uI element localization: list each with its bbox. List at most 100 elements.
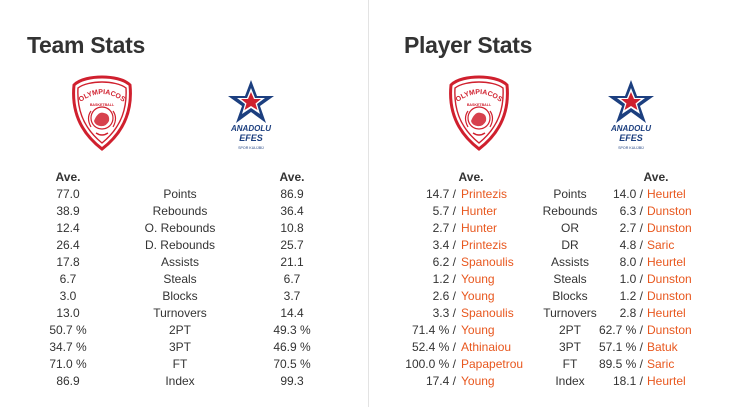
team-stats-header-row: Ave. Ave. [0, 169, 368, 186]
player-away-name-link[interactable]: Dunston [647, 289, 692, 303]
player-home-name-link[interactable]: Young [461, 289, 495, 303]
stat-label: O. Rebounds [144, 221, 216, 235]
team-home-value: 26.4 [56, 238, 80, 252]
player-away-value: 2.7 / [619, 221, 643, 235]
player-home-value: 2.7 / [432, 221, 456, 235]
player-home-name-link[interactable]: Printezis [461, 238, 508, 252]
stat-label: Blocks [552, 289, 588, 303]
table-row: 17.4 / Young Index 18.1 / Heurtel [369, 373, 741, 390]
team-away-value: 21.1 [280, 255, 304, 269]
player-away-value: 1.0 / [619, 272, 643, 286]
player-home-name-link[interactable]: Young [461, 323, 495, 337]
stat-label: FT [172, 357, 188, 371]
table-row: 100.0 % / Papapetrou FT 89.5 % / Saric [369, 356, 741, 373]
team-away-value: 36.4 [280, 204, 304, 218]
table-row: 1.2 / Young Steals 1.0 / Dunston [369, 271, 741, 288]
stat-label: Index [165, 374, 195, 388]
table-row: 6.2 / Spanoulis Assists 8.0 / Heurtel [369, 254, 741, 271]
stat-label: Assists [550, 255, 589, 269]
stat-label: Blocks [162, 289, 198, 303]
player-stats-title: Player Stats [404, 32, 533, 58]
stat-label: Rebounds [542, 204, 598, 218]
player-home-name-link[interactable]: Young [461, 272, 495, 286]
table-row: 3.4 / Printezis DR 4.8 / Saric [369, 237, 741, 254]
player-away-name-link[interactable]: Heurtel [647, 255, 686, 269]
player-home-name-link[interactable]: Athinaiou [461, 340, 512, 354]
table-row: 3.3 / Spanoulis Turnovers 2.8 / Heurtel [369, 305, 741, 322]
olympiacos-crest-subtext: BASKETBALL [467, 103, 492, 107]
stat-label: Assists [160, 255, 199, 269]
player-away-name-link[interactable]: Dunston [647, 204, 692, 218]
table-row: 6.7 Steals 6.7 [0, 271, 368, 288]
player-home-value: 3.3 / [432, 306, 456, 320]
stat-label: 3PT [558, 340, 581, 354]
player-away-value: 57.1 % / [598, 340, 643, 354]
stat-label: 3PT [168, 340, 191, 354]
team-away-value: 14.4 [280, 306, 304, 320]
team-home-value: 77.0 [56, 187, 80, 201]
player-away-name-link[interactable]: Saric [647, 238, 675, 252]
player-away-name-link[interactable]: Batuk [647, 340, 678, 354]
player-home-value: 71.4 % / [411, 323, 456, 337]
team-home-value: 3.0 [59, 289, 77, 303]
team-away-value: 3.7 [283, 289, 301, 303]
stat-label: Turnovers [543, 306, 597, 320]
player-home-value: 17.4 / [425, 374, 456, 388]
team-home-value: 34.7 % [49, 340, 87, 354]
olympiacos-crest-subtext: BASKETBALL [90, 103, 115, 107]
player-home-value: 100.0 % / [405, 357, 456, 371]
player-home-name-link[interactable]: Hunter [461, 204, 498, 218]
player-home-name-link[interactable]: Hunter [461, 221, 498, 235]
efes-logo-line2: EFES [239, 133, 263, 143]
team-home-header: Ave. [55, 170, 81, 184]
player-home-name-link[interactable]: Spanoulis [461, 306, 514, 320]
player-home-name-link[interactable]: Spanoulis [461, 255, 514, 269]
table-row: 26.4 D. Rebounds 25.7 [0, 237, 368, 254]
player-away-name-link[interactable]: Dunston [647, 221, 692, 235]
table-row: 52.4 % / Athinaiou 3PT 57.1 % / Batuk [369, 339, 741, 356]
team-away-value: 46.9 % [273, 340, 311, 354]
efes-logo-line2: EFES [619, 133, 643, 143]
player-home-value: 14.7 / [425, 187, 456, 201]
player-home-name-link[interactable]: Printezis [461, 187, 508, 201]
table-row: 77.0 Points 86.9 [0, 186, 368, 203]
table-row: 71.0 % FT 70.5 % [0, 356, 368, 373]
stat-label: Points [553, 187, 587, 201]
player-away-name-link[interactable]: Heurtel [647, 187, 686, 201]
player-home-value: 52.4 % / [411, 340, 456, 354]
player-away-name-link[interactable]: Dunston [647, 323, 692, 337]
player-stats-panel: Player Stats OLYMPIACOS BASKETBALL ANADO… [369, 0, 741, 407]
table-row: 12.4 O. Rebounds 10.8 [0, 220, 368, 237]
stat-label: DR [561, 238, 579, 252]
player-away-name-link[interactable]: Heurtel [647, 374, 686, 388]
player-home-name-link[interactable]: Papapetrou [461, 357, 524, 371]
stat-label: Steals [163, 272, 197, 286]
player-away-value: 18.1 / [612, 374, 643, 388]
stat-label: Index [555, 374, 585, 388]
team-away-value: 25.7 [280, 238, 304, 252]
stat-label: Steals [553, 272, 587, 286]
player-home-header: Ave. [458, 170, 484, 184]
table-row: 38.9 Rebounds 36.4 [0, 203, 368, 220]
table-row: 2.6 / Young Blocks 1.2 / Dunston [369, 288, 741, 305]
team-home-value: 38.9 [56, 204, 80, 218]
efes-logo-line3: SPOR KULÜBÜ [238, 146, 264, 150]
team-home-value: 6.7 [59, 272, 77, 286]
table-row: 17.8 Assists 21.1 [0, 254, 368, 271]
player-home-name-link[interactable]: Young [461, 374, 495, 388]
efes-logo-line1: ANADOLU [230, 124, 271, 133]
player-away-value: 1.2 / [619, 289, 643, 303]
team-home-value: 13.0 [56, 306, 80, 320]
player-away-name-link[interactable]: Heurtel [647, 306, 686, 320]
table-row: 5.7 / Hunter Rebounds 6.3 / Dunston [369, 203, 741, 220]
player-away-value: 89.5 % / [598, 357, 643, 371]
team-home-value: 71.0 % [49, 357, 87, 371]
player-away-value: 2.8 / [619, 306, 643, 320]
team-away-value: 10.8 [280, 221, 304, 235]
player-away-name-link[interactable]: Saric [647, 357, 675, 371]
team-home-value: 86.9 [56, 374, 80, 388]
stat-label: 2PT [168, 323, 191, 337]
player-away-name-link[interactable]: Dunston [647, 272, 692, 286]
team-away-value: 49.3 % [273, 323, 311, 337]
stat-label: 2PT [558, 323, 581, 337]
